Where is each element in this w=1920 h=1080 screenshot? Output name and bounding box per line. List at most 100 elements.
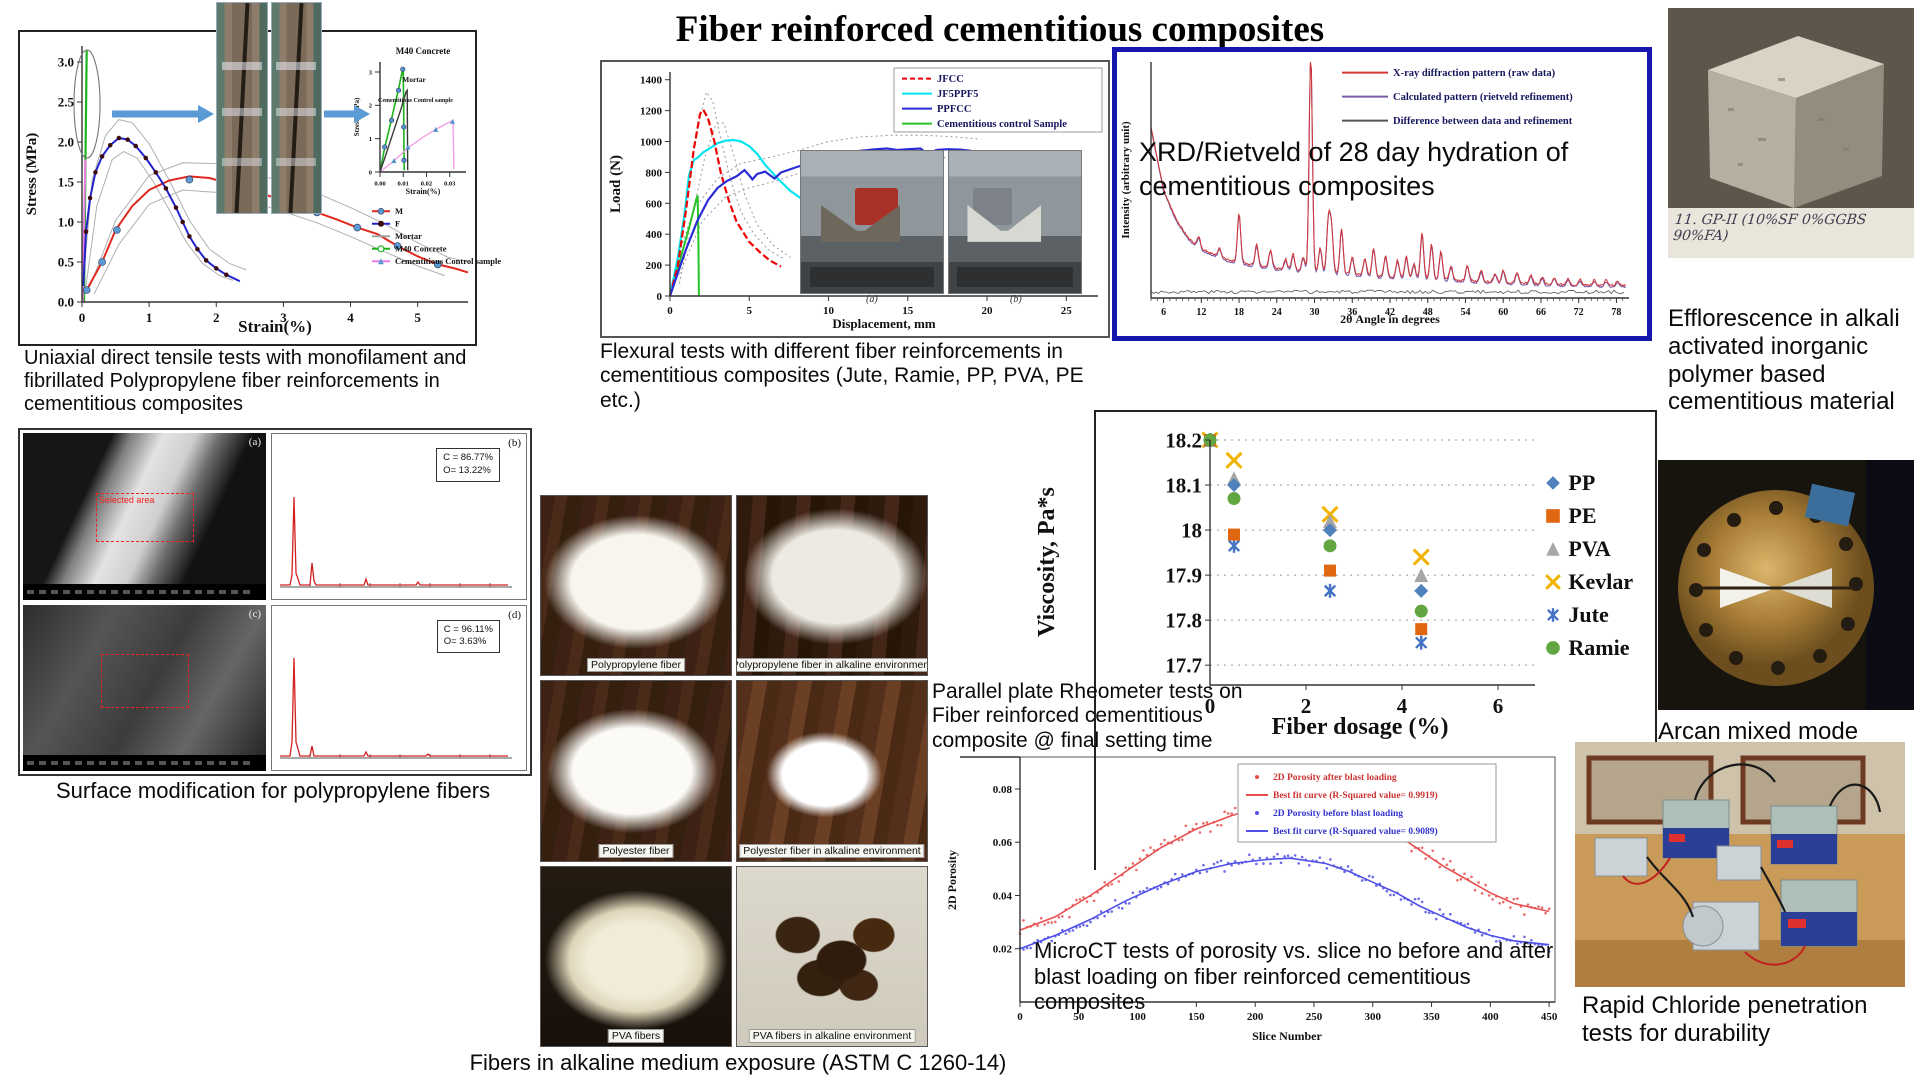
efflorescence-cube-photo: 11. GP-II (10%SF 0%GGBS 90%FA) xyxy=(1668,8,1914,258)
svg-text:Intensity (arbitrary unit): Intensity (arbitrary unit) xyxy=(1120,121,1132,239)
arcan-disc-illustration xyxy=(1658,460,1914,710)
svg-text:100: 100 xyxy=(1129,1011,1146,1023)
sem-image-a: (a) Selected area xyxy=(23,433,266,600)
fiber-photo: Polyester fiber xyxy=(540,680,732,862)
svg-text:0: 0 xyxy=(369,169,372,176)
flexural-load-displacement-chart: 0 5 10 15 20 25 0 200 400 600 800 1000 1200 1400 Displ… xyxy=(608,67,1103,331)
eds-b-oxygen: O= 13.22% xyxy=(443,464,491,476)
svg-text:250: 250 xyxy=(1306,1011,1323,1023)
svg-text:0.02: 0.02 xyxy=(421,181,432,188)
svg-text:M40 Concrete: M40 Concrete xyxy=(396,46,451,56)
svg-text:200: 200 xyxy=(1247,1011,1264,1023)
panel-label-d: (d) xyxy=(508,608,521,621)
panel-border-line xyxy=(1094,748,1096,870)
svg-text:Jute: Jute xyxy=(1568,602,1609,627)
svg-text:JFCC: JFCC xyxy=(937,74,964,85)
fiber-photo: PVA fibers in alkaline environment xyxy=(736,865,928,1047)
fiber-photo: Polypropylene fiber xyxy=(540,495,732,677)
specimen-photo-2 xyxy=(270,2,322,214)
svg-text:X-ray diffraction pattern (raw: X-ray diffraction pattern (raw data) xyxy=(1393,68,1556,79)
svg-text:6: 6 xyxy=(1493,694,1504,718)
svg-text:42: 42 xyxy=(1385,307,1395,318)
svg-text:1: 1 xyxy=(369,136,372,143)
svg-text:50: 50 xyxy=(1073,1011,1085,1023)
svg-text:6: 6 xyxy=(1161,307,1166,318)
eds-spectrum-b: (b) C = 86.77% O= 13.22% xyxy=(271,433,527,600)
fiber-photo-label: PVA fibers xyxy=(607,1028,665,1043)
fiber-photo-label: PVA fibers in alkaline environment xyxy=(748,1028,916,1043)
svg-text:Best fit curve (R-Squared valu: Best fit curve (R-Squared value= 0.9089) xyxy=(1273,826,1438,837)
concrete-cube-illustration xyxy=(1668,8,1914,258)
panel-label-c: (c) xyxy=(248,607,261,620)
svg-text:1200: 1200 xyxy=(640,106,663,118)
svg-text:2.5: 2.5 xyxy=(58,95,75,110)
svg-text:0.01: 0.01 xyxy=(398,181,409,188)
svg-text:0.08: 0.08 xyxy=(993,784,1013,796)
svg-text:0: 0 xyxy=(657,291,663,303)
svg-text:JF5PPF5: JF5PPF5 xyxy=(937,89,978,100)
fiber-photo-label: Polyester fiber in alkaline environment xyxy=(739,843,925,858)
svg-text:0.03: 0.03 xyxy=(444,181,456,188)
svg-text:36: 36 xyxy=(1347,307,1357,318)
sem-metadata-strip xyxy=(23,755,266,771)
panel-label-b: (b) xyxy=(508,437,521,449)
svg-text:1400: 1400 xyxy=(640,75,663,87)
arcan-setup-photo xyxy=(1658,460,1914,710)
cube-handwritten-note: 11. GP-II (10%SF 0%GGBS 90%FA) xyxy=(1672,212,1868,244)
svg-text:0.06: 0.06 xyxy=(993,837,1013,849)
svg-text:2D Porosity after blast loadin: 2D Porosity after blast loading xyxy=(1273,773,1397,783)
svg-text:10: 10 xyxy=(823,305,835,317)
svg-text:2D Porosity: 2D Porosity xyxy=(945,850,959,910)
svg-text:4: 4 xyxy=(1397,694,1408,718)
svg-text:0: 0 xyxy=(1205,694,1216,718)
svg-text:Displacement, mm: Displacement, mm xyxy=(832,316,935,331)
svg-text:17.8: 17.8 xyxy=(1165,609,1202,633)
eds-d-carbon: C = 96.11% xyxy=(443,623,493,635)
tensile-caption: Uniaxial direct tensile tests with monof… xyxy=(24,347,467,416)
fiber-photo-label: Polypropylene fiber xyxy=(587,658,685,673)
panel-label-a: (a) xyxy=(248,436,261,448)
svg-text:48: 48 xyxy=(1423,307,1433,318)
svg-text:350: 350 xyxy=(1423,1011,1440,1023)
svg-text:17.9: 17.9 xyxy=(1165,564,1202,588)
svg-text:600: 600 xyxy=(646,198,663,210)
fiber-photo-grid: Polypropylene fiber Polypropylene fiber … xyxy=(540,495,928,1047)
svg-text:1: 1 xyxy=(146,310,153,325)
svg-text:Ramie: Ramie xyxy=(1568,635,1629,660)
svg-text:1000: 1000 xyxy=(640,136,663,148)
svg-text:0.0: 0.0 xyxy=(58,295,74,310)
svg-text:0: 0 xyxy=(667,305,673,317)
svg-text:Mortar: Mortar xyxy=(402,75,426,84)
svg-text:PP: PP xyxy=(1568,470,1595,495)
tensile-stress-strain-chart: 0 1 2 3 4 5 0.0 0.5 1.0 1.5 2.0 2.5 3.0 Strain(%) Stre… xyxy=(24,46,501,336)
eds-d-oxygen: O= 3.63% xyxy=(443,636,487,648)
svg-text:0: 0 xyxy=(1017,1011,1023,1023)
sem-image-c: (c) xyxy=(23,604,266,771)
svg-text:800: 800 xyxy=(646,167,663,179)
eds-composition-d: C = 96.11% O= 3.63% xyxy=(436,619,500,654)
svg-text:12: 12 xyxy=(1196,307,1206,318)
svg-text:Kevlar: Kevlar xyxy=(1568,569,1633,594)
selected-area-box xyxy=(100,654,190,709)
viscosity-panel-border xyxy=(1094,410,1657,872)
svg-text:17.7: 17.7 xyxy=(1165,654,1202,678)
fiber-photo: Polyester fiber in alkaline environment xyxy=(736,680,928,862)
svg-text:1.5: 1.5 xyxy=(58,175,75,190)
svg-text:0: 0 xyxy=(79,310,86,325)
svg-text:78: 78 xyxy=(1611,307,1621,318)
svg-text:2D Porosity before blast loadi: 2D Porosity before blast loading xyxy=(1273,809,1403,819)
svg-text:PE: PE xyxy=(1568,503,1596,528)
svg-text:Load (N): Load (N) xyxy=(608,155,624,213)
svg-text:Stress (MPa): Stress (MPa) xyxy=(24,133,40,216)
svg-text:300: 300 xyxy=(1364,1011,1381,1023)
efflorescence-caption: Efflorescence in alkali activated inorga… xyxy=(1668,305,1900,416)
rheometer-caption: Parallel plate Rheometer tests on Fiber … xyxy=(932,680,1243,752)
svg-text:Mortar: Mortar xyxy=(395,231,422,241)
svg-text:30: 30 xyxy=(1310,307,1320,318)
flexural-test-photo-b xyxy=(948,150,1082,294)
svg-text:PPFCC: PPFCC xyxy=(937,104,971,115)
svg-text:60: 60 xyxy=(1498,307,1508,318)
svg-text:F: F xyxy=(395,219,400,229)
